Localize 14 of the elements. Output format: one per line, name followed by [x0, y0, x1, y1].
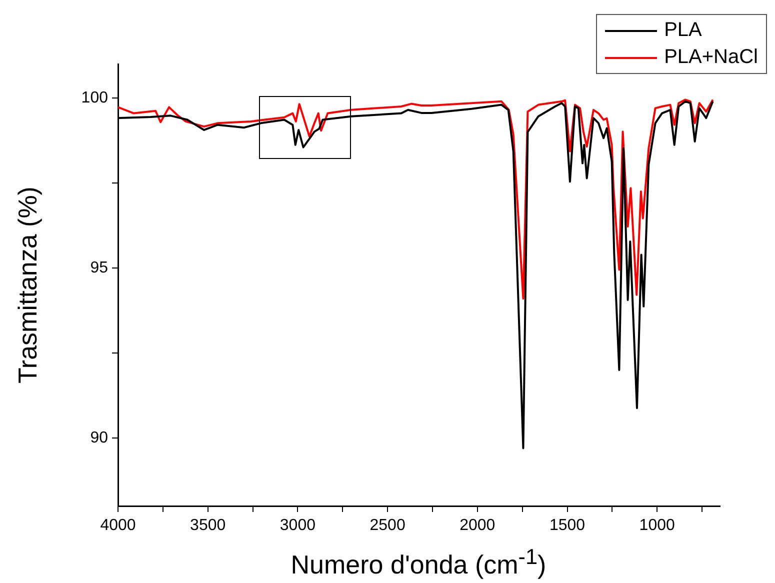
legend-label: PLA+NaCl	[664, 46, 758, 69]
y-axis-title: Trasmittanza (%)	[12, 186, 44, 384]
y-tick-label: 95	[90, 259, 108, 276]
x-tick-label: 4000	[100, 517, 136, 534]
x-axis-title: Numero d'onda (cm$^{-1}$)	[290, 544, 548, 581]
x-tick-label: 2500	[370, 517, 406, 534]
x-tick-label: 3000	[280, 517, 316, 534]
y-tick-label: 90	[90, 429, 108, 446]
x-tick-label: 3500	[190, 517, 226, 534]
x-tick-label: 1500	[549, 517, 586, 534]
x-tick-label: 2000	[460, 517, 496, 534]
y-tick-label: 100	[81, 89, 108, 106]
legend-label: PLA	[664, 19, 702, 42]
x-tick-label: 1000	[639, 517, 676, 534]
